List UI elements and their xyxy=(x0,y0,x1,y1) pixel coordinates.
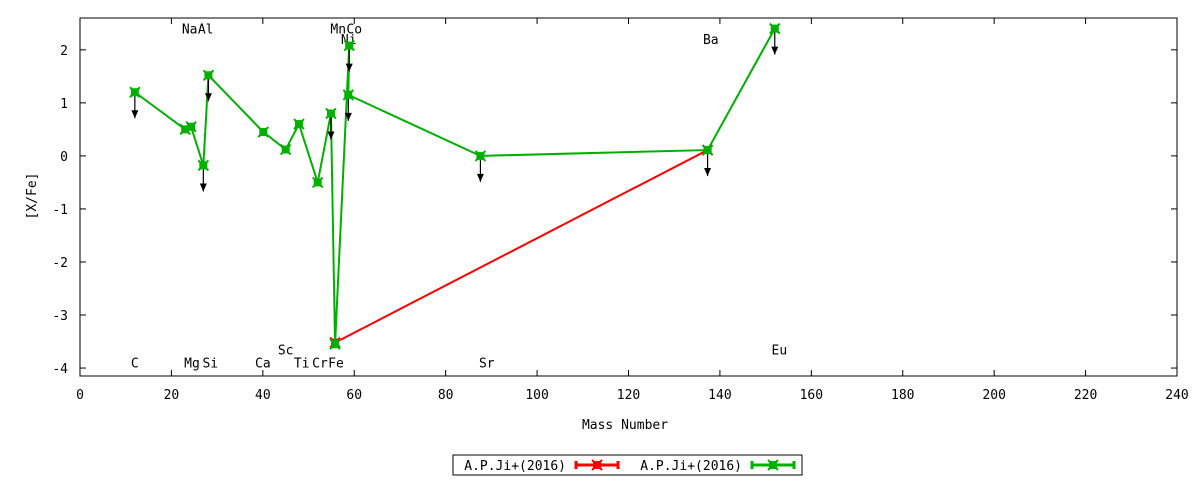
element-label-mg: Mg xyxy=(184,357,200,372)
series-2 xyxy=(129,22,781,350)
element-label-na: Na xyxy=(182,23,198,38)
data-point-cross xyxy=(311,176,324,189)
legend-sample-series-1 xyxy=(574,459,620,471)
x-tick-label: 200 xyxy=(982,388,1005,403)
element-label-ti: Ti xyxy=(294,357,310,372)
element-label-ba: Ba xyxy=(703,33,719,48)
x-axis-label: Mass Number xyxy=(582,418,668,433)
y-tick-label: 2 xyxy=(60,44,68,59)
element-label-al: Al xyxy=(198,23,214,38)
element-label-sc: Sc xyxy=(278,343,294,358)
legend-sample-series-2 xyxy=(750,459,796,471)
x-tick-label: 140 xyxy=(708,388,731,403)
legend-label-series-2: A.P.Ji+(2016) xyxy=(640,459,742,474)
element-label-eu: Eu xyxy=(772,343,788,358)
data-point-cross xyxy=(342,89,355,101)
data-point-cross xyxy=(257,126,269,138)
element-label-sr: Sr xyxy=(479,357,495,372)
y-tick-label: -3 xyxy=(52,309,68,324)
data-point-cross xyxy=(197,159,210,172)
data-point-cross xyxy=(202,69,215,81)
x-tick-label: 100 xyxy=(525,388,548,403)
element-label-mn: Mn xyxy=(330,23,346,38)
data-point-cross xyxy=(325,107,337,120)
x-tick-label: 240 xyxy=(1165,388,1188,403)
upper-limit-arrowhead xyxy=(131,110,139,119)
element-label-c: C xyxy=(131,357,139,372)
plot-frame xyxy=(79,17,1178,377)
series-line xyxy=(134,28,776,345)
element-label-si: Si xyxy=(202,357,218,372)
data-point-cross xyxy=(329,338,341,350)
x-tick-label: 40 xyxy=(255,388,271,403)
series-1 xyxy=(329,144,714,349)
upper-limit-arrowhead xyxy=(204,93,212,102)
element-label-co: Co xyxy=(346,23,362,38)
y-tick-label: -1 xyxy=(52,203,68,218)
upper-limit-arrowhead xyxy=(771,46,779,55)
upper-limit-arrowhead xyxy=(476,173,484,182)
legend-box xyxy=(452,454,803,476)
legend-marker-cross xyxy=(767,459,779,471)
x-tick-label: 160 xyxy=(800,388,823,403)
y-tick-label: -2 xyxy=(52,256,68,271)
data-point-cross xyxy=(343,39,355,52)
y-tick-label: 1 xyxy=(60,97,68,112)
data-point-cross xyxy=(474,150,487,162)
legend-marker-cross xyxy=(591,459,603,471)
upper-limit-arrowhead xyxy=(345,63,353,72)
element-label-cr: Cr xyxy=(312,357,328,372)
data-point-cross xyxy=(701,144,714,156)
upper-limit-arrowhead xyxy=(327,131,335,140)
legend: A.P.Ji+(2016) A.P.Ji+(2016) xyxy=(452,454,803,476)
y-tick-label: -4 xyxy=(52,362,68,377)
upper-limit-arrowhead xyxy=(344,112,352,121)
element-label-fe: Fe xyxy=(328,357,344,372)
upper-limit-arrowhead xyxy=(704,168,712,177)
x-tick-label: 120 xyxy=(617,388,640,403)
x-tick-label: 0 xyxy=(76,388,84,403)
series-line xyxy=(334,149,709,344)
data-point-cross xyxy=(769,22,781,35)
x-tick-label: 60 xyxy=(346,388,362,403)
data-point-cross xyxy=(129,86,141,98)
x-tick-label: 180 xyxy=(891,388,914,403)
y-tick-label: 0 xyxy=(60,150,68,165)
element-label-ca: Ca xyxy=(255,357,271,372)
x-tick-label: 220 xyxy=(1074,388,1097,403)
x-tick-label: 20 xyxy=(164,388,180,403)
upper-limit-arrowhead xyxy=(199,183,207,192)
x-tick-label: 80 xyxy=(438,388,454,403)
legend-label-series-1: A.P.Ji+(2016) xyxy=(464,459,566,474)
series-layer xyxy=(129,22,781,350)
y-axis-label: [X/Fe] xyxy=(25,173,40,220)
axes: 0 20 40 60 80 100 120 140 160 180 200 220 240-4-3-2-… xyxy=(52,17,1189,403)
data-point-cross xyxy=(279,143,292,156)
data-point-cross xyxy=(185,121,197,133)
data-point-cross xyxy=(293,118,305,130)
